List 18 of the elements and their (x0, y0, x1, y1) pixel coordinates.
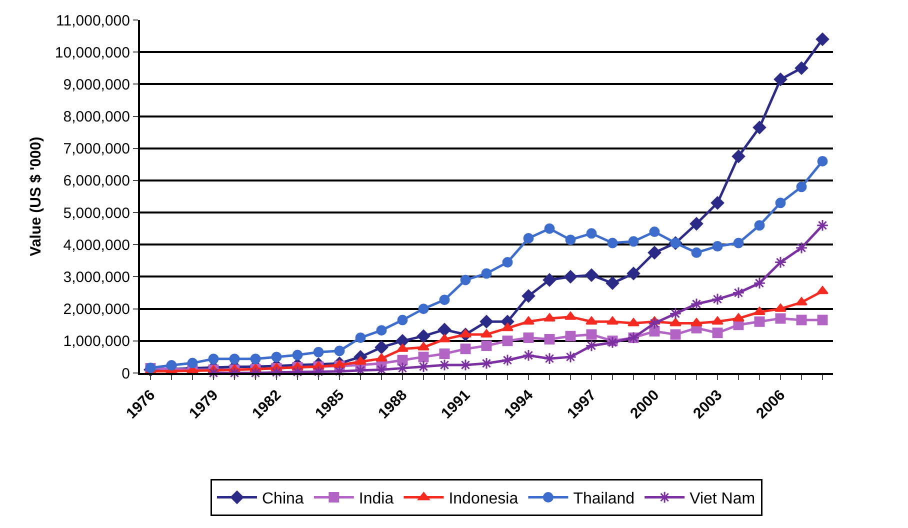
y-tick-label: 9,000,000 (63, 76, 130, 94)
y-axis-title: Value (US $ '000) (28, 136, 45, 256)
y-tick-label: 10,000,000 (54, 44, 130, 62)
y-tick-label: 0 (122, 365, 130, 382)
legend-label: India (358, 490, 394, 508)
y-tick-label: 2,000,000 (63, 301, 130, 318)
y-tick-label: 8,000,000 (63, 108, 130, 126)
y-tick-label: 6,000,000 (63, 172, 130, 190)
legend-label: Indonesia (448, 490, 518, 508)
legend-label: Viet Nam (690, 490, 756, 508)
y-tick-label: 11,000,000 (56, 12, 130, 30)
y-tick-label: 1,000,000 (63, 333, 130, 350)
legend-label: Thailand (573, 490, 635, 508)
legend-label: China (262, 490, 304, 508)
y-tick-label: 4,000,000 (63, 236, 130, 254)
y-tick-label: 3,000,000 (63, 268, 130, 286)
y-tick-label: 5,000,000 (63, 204, 130, 222)
y-tick-label: 7,000,000 (63, 140, 130, 158)
